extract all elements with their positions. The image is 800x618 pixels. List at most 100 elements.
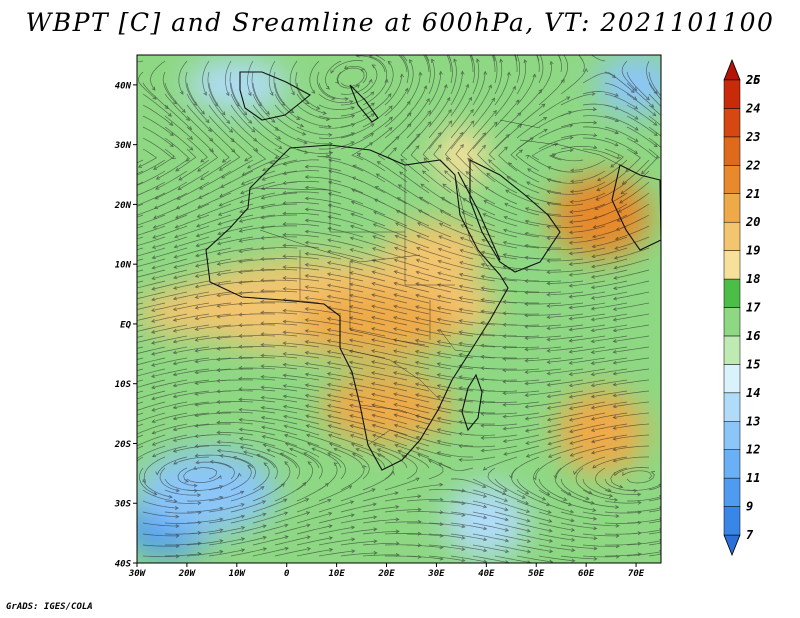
streamline [216, 379, 254, 382]
streamline-arrow [260, 342, 265, 347]
streamline [350, 260, 386, 271]
streamline [371, 372, 408, 381]
streamline [305, 166, 342, 172]
streamline-arrow [109, 54, 112, 57]
streamline-arrow [284, 535, 289, 540]
streamline-arrow [396, 51, 399, 54]
streamline-arrow [612, 296, 618, 301]
streamline [491, 55, 496, 72]
streamline [217, 280, 254, 286]
streamline-arrow [111, 448, 114, 451]
streamline [195, 324, 232, 330]
streamline [613, 269, 650, 279]
streamline [459, 285, 496, 293]
streamline-arrow [370, 91, 375, 96]
streamline-arrow [524, 255, 529, 260]
streamline [371, 383, 408, 392]
streamline-arrow [618, 199, 624, 204]
streamline-arrow [569, 441, 574, 445]
streamline-arrow [462, 198, 467, 202]
streamline [229, 71, 240, 107]
streamline-arrow [461, 488, 466, 493]
streamline-arrow [630, 89, 635, 93]
streamline-arrow [446, 96, 451, 102]
streamline [152, 236, 188, 249]
streamline-arrow [109, 170, 112, 173]
streamline-arrow [568, 251, 573, 256]
streamline [538, 511, 574, 522]
streamline [459, 445, 496, 448]
streamline-arrow [569, 148, 574, 153]
colorbar-label: 7 [746, 528, 754, 542]
streamline [327, 373, 364, 381]
streamline-arrow [415, 446, 420, 451]
streamline [428, 84, 447, 117]
streamline [340, 503, 377, 513]
streamline-arrow [459, 249, 464, 253]
streamline-arrow [547, 454, 553, 458]
streamline [173, 390, 210, 398]
streamline [196, 236, 232, 247]
streamline [437, 284, 474, 293]
streamline-arrow [216, 368, 221, 373]
streamline-arrow [465, 83, 470, 88]
streamline [150, 60, 166, 91]
streamline [481, 275, 518, 282]
streamline-arrow [384, 46, 387, 49]
streamline-arrow [185, 117, 190, 121]
streamline-arrow [615, 505, 620, 510]
streamline-arrow [524, 267, 529, 272]
streamline-arrow [427, 121, 432, 126]
streamline [372, 434, 408, 447]
streamline [526, 181, 562, 194]
streamline [373, 223, 408, 238]
streamline [613, 324, 650, 332]
streamline [450, 109, 474, 139]
streamline-arrow [524, 290, 529, 295]
streamline [560, 478, 590, 500]
streamline-arrow [304, 207, 309, 212]
streamline [604, 82, 637, 100]
streamline [274, 548, 311, 557]
streamline-arrow [388, 116, 393, 121]
streamline [604, 148, 624, 168]
streamline [482, 213, 518, 227]
streamline [371, 328, 408, 337]
streamline-arrow [169, 132, 174, 137]
streamline [582, 478, 613, 497]
streamline [151, 379, 188, 389]
streamline-arrow [172, 361, 177, 366]
streamline [173, 423, 210, 431]
streamline-arrow [480, 423, 485, 428]
streamline [395, 222, 430, 238]
streamline-arrow [552, 153, 557, 158]
streamline [570, 434, 606, 445]
streamline [428, 71, 442, 106]
streamline [289, 448, 320, 469]
streamline [296, 525, 333, 535]
streamline-arrow [622, 471, 626, 477]
streamline-arrow [377, 42, 380, 45]
map-frame [136, 54, 662, 564]
streamline [305, 176, 342, 183]
streamline [261, 407, 298, 414]
streamline [459, 308, 496, 315]
streamline [504, 216, 540, 227]
streamline-arrow [502, 253, 507, 257]
streamline-arrow [260, 215, 265, 220]
streamline-arrow [613, 275, 618, 280]
streamline [274, 461, 291, 491]
streamline-arrow [571, 558, 576, 563]
streamline [648, 137, 661, 148]
streamline-arrow [326, 294, 331, 299]
streamline [591, 258, 628, 268]
streamline [573, 456, 606, 475]
streamline-arrow [393, 281, 398, 286]
streamline [547, 357, 584, 363]
streamline-arrow [436, 317, 441, 322]
streamline [613, 423, 650, 429]
streamline [620, 170, 650, 194]
streamline-arrow [304, 393, 309, 398]
streamline-arrow [503, 451, 508, 456]
streamline-arrow [137, 164, 143, 168]
